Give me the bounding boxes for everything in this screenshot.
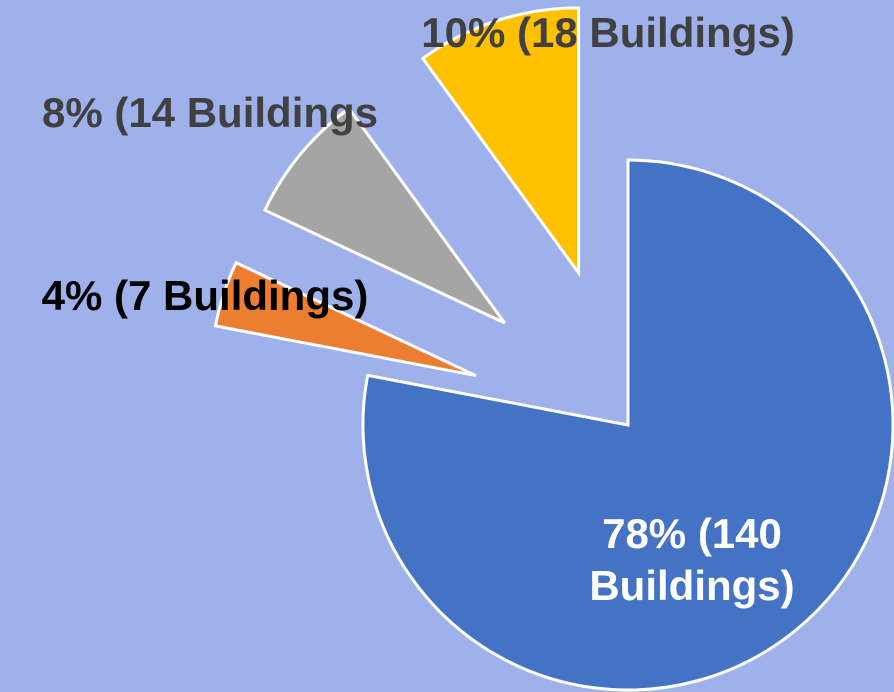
data-label: 78% (140 Buildings) bbox=[589, 510, 795, 609]
data-label: 8% (14 Buildings bbox=[41, 89, 379, 136]
data-label: 4% (7 Buildings) bbox=[41, 272, 369, 319]
pie-slice bbox=[361, 158, 894, 692]
pie-slice bbox=[420, 6, 581, 278]
pie-slice bbox=[213, 260, 477, 378]
data-label: 10% (18 Buildings) bbox=[421, 9, 795, 56]
pie-slice bbox=[262, 106, 506, 325]
